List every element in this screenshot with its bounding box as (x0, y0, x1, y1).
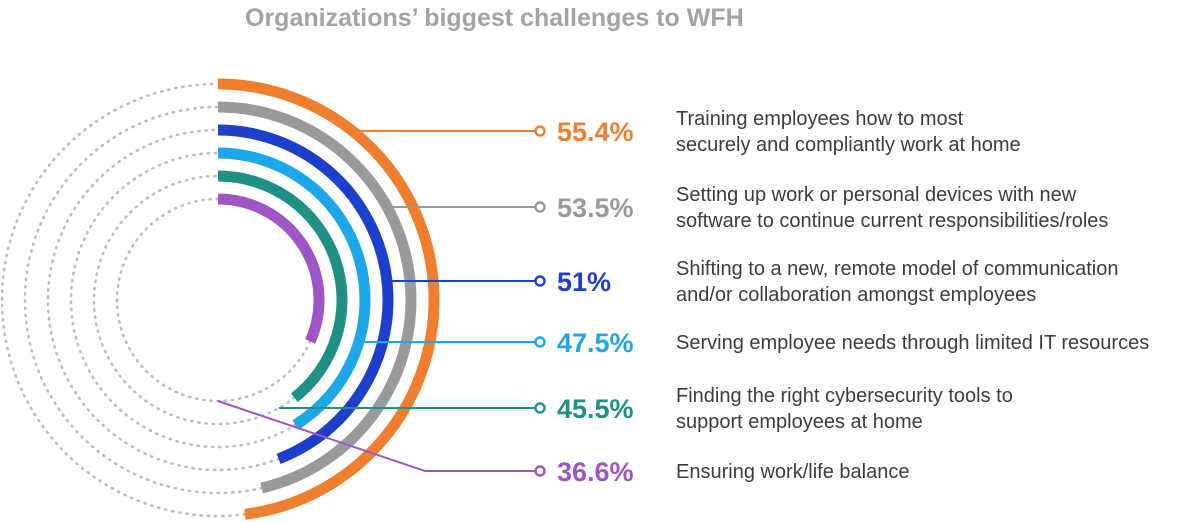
ring-track (115, 197, 312, 403)
ring-track (69, 151, 297, 449)
ring-bar (217, 193, 325, 344)
category-label: Training employees how to most (676, 108, 964, 130)
ring-group: 53.5% Setting up work or personal devices… (23, 101, 1108, 495)
ring-bar (217, 147, 371, 430)
value-label: 55.4% (557, 117, 634, 147)
leader-dot (534, 402, 546, 414)
category-label: Setting up work or personal devices with… (676, 184, 1077, 206)
ring-group: 47.5% Serving employee needs through limi… (69, 147, 1149, 449)
ring-group: 51% Shifting to a new, remote model of co… (46, 124, 1118, 472)
ring-group: 36.6% Ensuring work/life balance (115, 193, 909, 487)
leader-dot (534, 201, 546, 213)
ring-bar (217, 124, 394, 464)
category-label: Finding the right cybersecurity tools to (676, 385, 1013, 407)
category-label: Ensuring work/life balance (676, 461, 909, 483)
leader-dot (534, 336, 546, 348)
leader-line (217, 400, 535, 472)
value-label: 45.5% (557, 394, 634, 424)
category-label: Shifting to a new, remote model of commu… (676, 258, 1118, 280)
ring-track (23, 105, 263, 495)
ring-track (0, 82, 247, 518)
value-label: 47.5% (557, 328, 634, 358)
ring-track (46, 128, 280, 472)
ring-group: 45.5% Finding the right cybersecurity too… (92, 170, 1013, 433)
value-label: 51% (557, 267, 611, 297)
category-label: software to continue current responsibil… (676, 210, 1108, 232)
ring-bar (217, 101, 417, 494)
leader-dot (534, 125, 546, 137)
category-label: support employees at home (676, 411, 923, 433)
category-label: Serving employee needs through limited I… (676, 332, 1149, 354)
ring-track (92, 174, 296, 426)
leader-dot (534, 275, 546, 287)
category-label: securely and compliantly work at home (676, 134, 1021, 156)
ring-group: 55.4% Training employees how to most secur… (0, 78, 1021, 520)
leader-dot (534, 465, 546, 477)
value-label: 36.6% (557, 457, 634, 487)
chart-title: Organizations’ biggest challenges to WFH (245, 4, 744, 32)
ring-bar (217, 78, 440, 520)
value-label: 53.5% (557, 193, 634, 223)
category-label: and/or collaboration amongst employees (676, 284, 1036, 306)
ring-bar (217, 170, 348, 402)
